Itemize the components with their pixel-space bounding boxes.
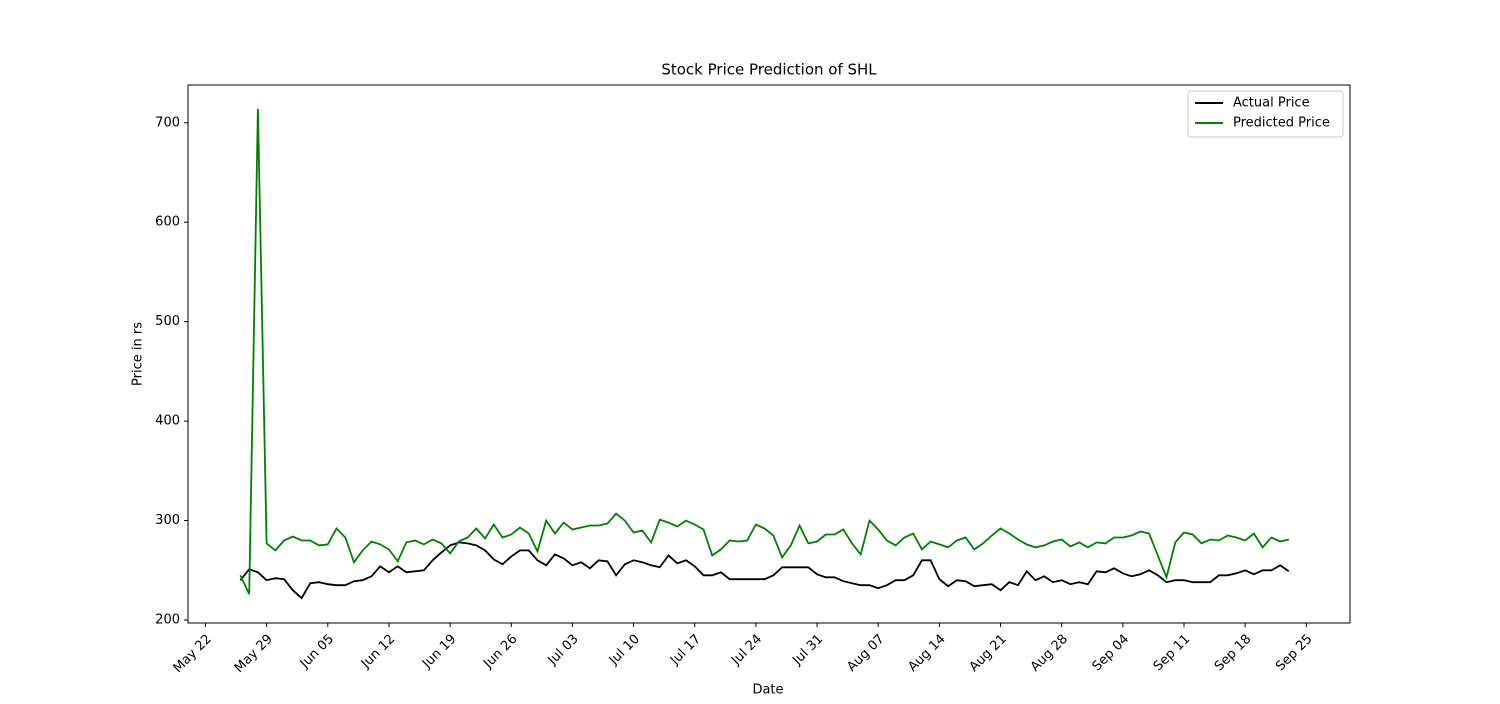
y-tick-label: 400 (155, 414, 180, 429)
x-tick-label: Aug 14 (905, 632, 948, 675)
series-line (239, 108, 1290, 595)
legend-label: Actual Price (1233, 96, 1310, 111)
x-tick-label: Sep 25 (1273, 632, 1316, 675)
x-tick-label: May 29 (232, 632, 276, 676)
x-tick-label: Jul 24 (728, 632, 765, 669)
x-tick-label: Jun 05 (297, 632, 337, 672)
x-tick-label: Jul 17 (667, 632, 704, 669)
chart-title: Stock Price Prediction of SHL (661, 61, 877, 79)
y-tick-label: 300 (155, 513, 180, 528)
x-tick-label: Jul 10 (606, 632, 643, 669)
y-tick-label: 200 (155, 613, 180, 628)
series-line (239, 541, 1290, 600)
x-tick-label: Jul 03 (545, 632, 582, 669)
x-tick-label: Sep 04 (1090, 632, 1133, 675)
y-tick-label: 500 (155, 314, 180, 329)
x-tick-label: Jun 26 (480, 632, 520, 672)
x-tick-label: May 22 (171, 632, 215, 676)
x-tick-label: Aug 21 (967, 632, 1010, 675)
x-tick-label: Jul 31 (789, 632, 826, 669)
x-tick-label: Jun 12 (358, 632, 398, 672)
y-axis-label: Price in rs (131, 322, 146, 386)
x-tick-label: Aug 28 (1028, 632, 1071, 675)
x-tick-label: Jun 19 (419, 632, 459, 672)
y-tick-label: 700 (155, 115, 180, 130)
legend-box (1187, 90, 1344, 138)
y-tick-label: 600 (155, 215, 180, 230)
x-tick-label: Sep 18 (1212, 632, 1255, 675)
x-tick-label: Aug 07 (844, 632, 887, 675)
x-tick-label: Sep 11 (1151, 632, 1194, 675)
legend-label: Predicted Price (1233, 116, 1330, 131)
x-axis-label: Date (752, 683, 783, 698)
plot-frame (187, 84, 1351, 624)
